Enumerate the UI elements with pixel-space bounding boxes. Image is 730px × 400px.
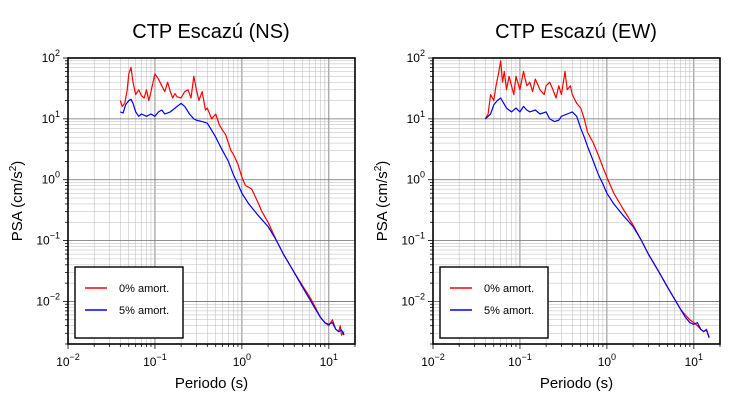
legend-label: 5% amort. xyxy=(119,305,169,317)
plot-frame xyxy=(67,57,356,345)
chart-title: CTP Escazú (EW) xyxy=(495,21,657,43)
legend: 0% amort. 5% amort. xyxy=(439,266,549,339)
y-tick-label: 10−1 xyxy=(401,231,425,248)
chart-panel-2: CTP Escazú (EW) 10−2 10−1 100 101 102 101 100 10… xyxy=(373,21,721,392)
y-tick-label: 102 xyxy=(407,48,425,65)
y-tick-label: 102 xyxy=(42,48,60,65)
chart-panel-1: CTP Escazú (NS) 10−2 10−1 100 101 102 101 100 10… xyxy=(8,21,356,392)
x-tick-label: 10−2 xyxy=(56,352,80,369)
x-tick-label: 100 xyxy=(598,352,616,369)
chart-title: CTP Escazú (NS) xyxy=(132,21,289,43)
legend-label: 0% amort. xyxy=(484,283,534,295)
legend-label: 5% amort. xyxy=(484,305,534,317)
plot-frame xyxy=(432,57,721,345)
series-line-blue xyxy=(120,98,345,336)
series-line-blue xyxy=(484,97,710,338)
x-axis-label: Periodo (s) xyxy=(540,375,613,392)
x-tick-label: 10−2 xyxy=(421,352,445,369)
x-tick-label: 10−1 xyxy=(143,352,167,369)
y-tick-label: 10−2 xyxy=(36,291,60,308)
y-tick-label: 10−2 xyxy=(401,291,425,308)
legend-label: 0% amort. xyxy=(119,283,169,295)
y-tick-label: 100 xyxy=(42,170,60,187)
x-tick-label: 101 xyxy=(685,352,703,369)
grid xyxy=(67,57,356,345)
y-axis-label: PSA (cm/s2) xyxy=(373,161,391,242)
legend-box xyxy=(74,266,184,339)
grid xyxy=(432,57,721,345)
y-tick-label: 101 xyxy=(407,109,425,126)
y-tick-label: 10−1 xyxy=(36,231,60,248)
series-line-red xyxy=(119,66,345,336)
legend-box xyxy=(439,266,549,339)
legend: 0% amort. 5% amort. xyxy=(74,266,184,339)
y-axis-label: PSA (cm/s2) xyxy=(8,161,26,242)
y-tick-label: 101 xyxy=(42,109,60,126)
x-tick-label: 100 xyxy=(233,352,251,369)
x-tick-label: 10−1 xyxy=(508,352,532,369)
x-tick-label: 101 xyxy=(320,352,338,369)
y-tick-label: 100 xyxy=(407,170,425,187)
x-axis-label: Periodo (s) xyxy=(175,375,248,392)
